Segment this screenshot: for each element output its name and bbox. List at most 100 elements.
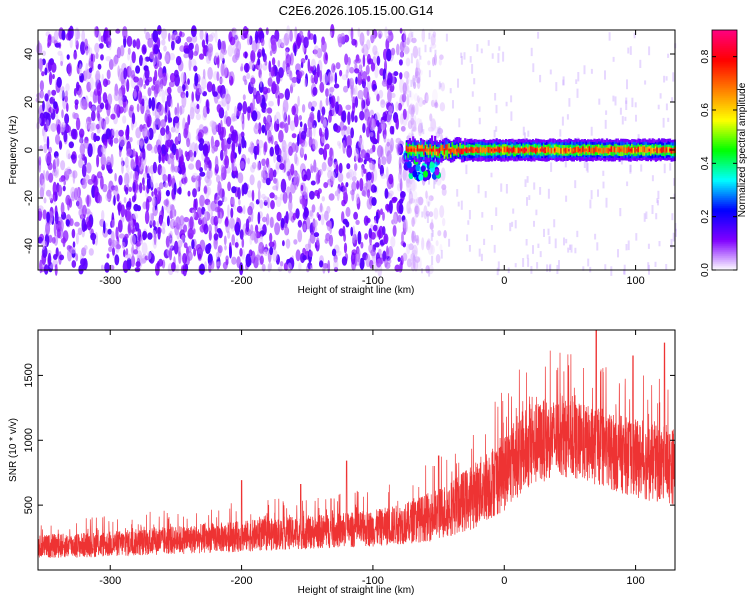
signal-band-cell [602,147,605,154]
colorbar-step [712,80,737,83]
noise-cell [373,185,377,193]
noise-cell [112,247,115,256]
noise-cell [42,241,45,251]
noise-cell [567,247,570,253]
noise-cell [208,48,212,61]
noise-cell [274,222,281,236]
signal-peak-cell [426,148,428,152]
colorbar-step [712,166,737,169]
noise-cell [362,54,366,67]
noise-cell [228,71,232,81]
noise-cell [153,188,158,196]
noise-cell [36,42,43,56]
signal-band-cell [618,147,621,153]
noise-cell [565,238,568,244]
noise-cell [56,76,62,88]
noise-cell [206,177,212,187]
noise-cell [222,196,228,202]
noise-cell [367,58,374,65]
noise-cell [316,237,320,246]
noise-cell [255,254,261,261]
signal-peak-cell [410,148,413,152]
noise-cell [390,236,396,248]
noise-cell [43,143,48,154]
noise-cell [669,163,672,171]
colorbar-step [712,182,737,185]
noise-cell [350,84,354,99]
noise-cell [302,254,307,261]
noise-cell [206,106,210,115]
noise-cell [327,178,333,186]
noise-cell [173,209,177,217]
noise-cell [47,42,50,48]
noise-cell [251,189,255,202]
noise-cell [376,129,380,144]
noise-cell [667,117,670,122]
noise-cell [203,210,208,225]
signal-peak-cell [509,148,512,152]
colorbar-step [712,138,737,141]
noise-cell [359,134,363,146]
noise-cell [74,27,80,40]
noise-cell [141,128,148,137]
noise-cell [333,65,336,71]
noise-cell [401,231,404,244]
noise-cell [297,95,300,107]
noise-cell [428,195,434,202]
noise-cell [626,79,628,90]
noise-cell [354,148,359,162]
noise-cell [187,190,191,197]
signal-band-cell [440,145,443,151]
colorbar-step [712,144,737,147]
noise-cell [410,261,416,272]
noise-cell [207,201,212,212]
noise-cell [211,120,216,130]
noise-cell [283,222,289,236]
noise-cell [118,89,123,101]
noise-cell [457,78,459,88]
noise-cell [328,193,335,201]
noise-cell [246,33,251,40]
noise-cell [336,95,340,104]
noise-cell [86,162,92,174]
noise-cell [160,127,166,136]
noise-cell [434,49,437,55]
noise-cell [211,83,216,96]
noise-cell [180,72,186,84]
noise-cell [225,116,232,127]
noise-cell [402,242,407,248]
noise-cell [655,213,658,220]
noise-cell [410,106,415,118]
colorbar-step [712,264,737,267]
noise-cell [262,86,268,95]
noise-cell [605,110,608,115]
noise-cell [346,126,351,135]
colorbar-step [712,224,737,227]
noise-cell [104,116,110,125]
noise-cell [58,140,63,150]
signal-band-cell [419,145,423,151]
y-tick-label: 1500 [23,363,35,387]
signal-band-cell [552,147,555,154]
noise-cell [108,180,114,193]
noise-cell [114,254,120,266]
noise-cell [239,160,245,170]
noise-cell [239,112,244,122]
noise-cell [259,74,263,88]
noise-cell [144,210,150,225]
noise-cell [380,208,383,215]
noise-cell [309,111,315,123]
signal-band-cell [616,146,620,153]
noise-cell [258,242,265,254]
noise-cell [184,150,188,158]
colorbar-step [712,222,737,225]
noise-cell [172,175,175,185]
noise-cell [64,113,70,125]
noise-cell [203,125,209,136]
colorbar-step [712,58,737,61]
noise-cell [412,45,419,59]
noise-cell [263,141,268,153]
noise-cell [195,159,202,171]
noise-cell [299,30,304,38]
noise-cell [537,243,540,248]
